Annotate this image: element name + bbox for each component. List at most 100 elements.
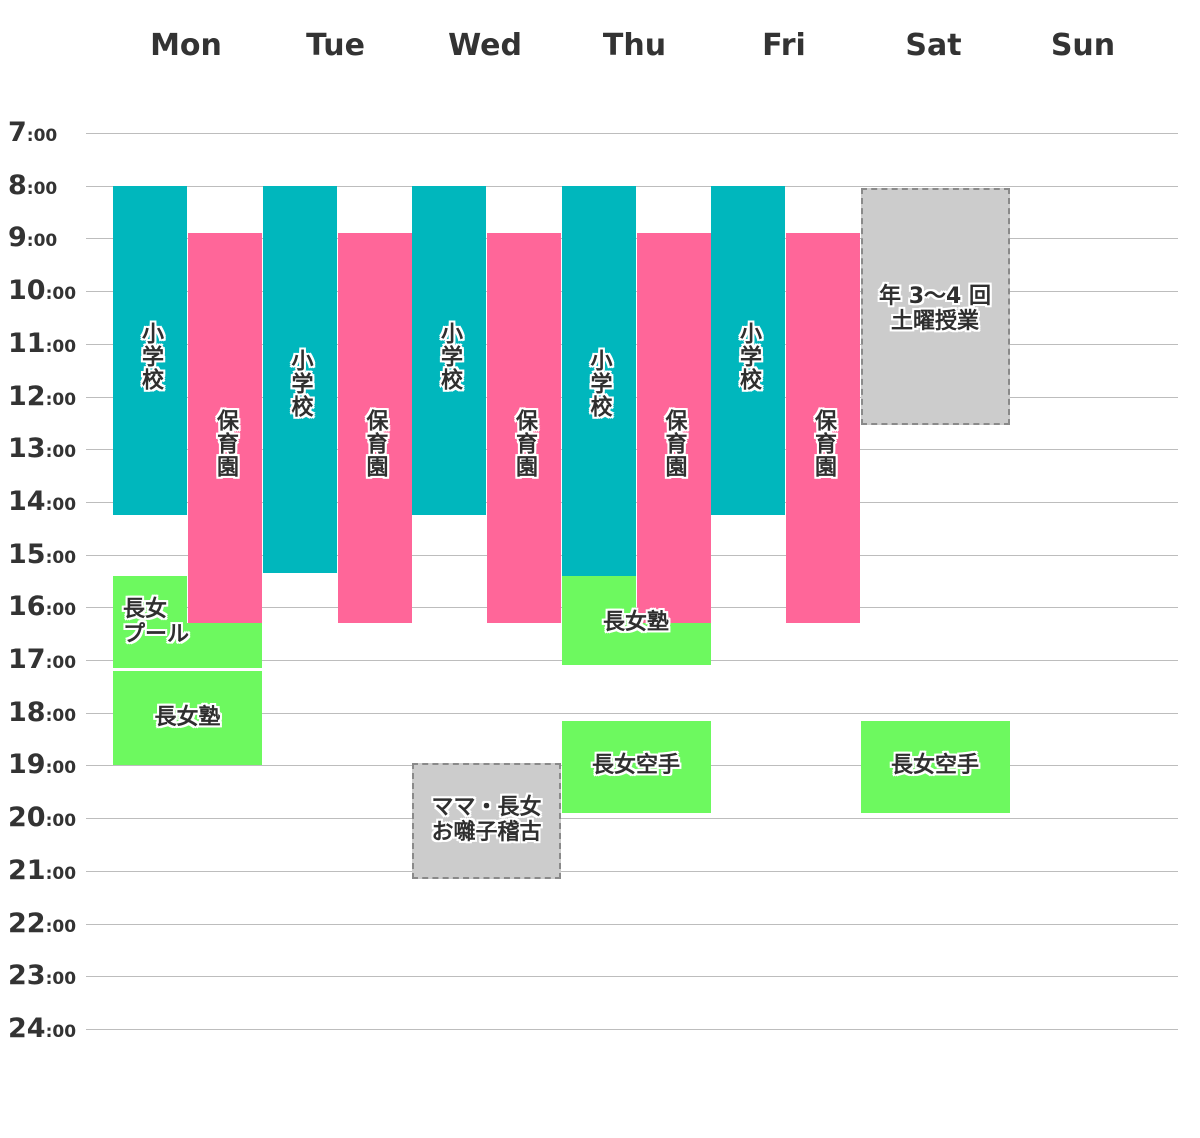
event-label: 小学校 xyxy=(287,348,313,418)
day-header: Sun xyxy=(1050,28,1116,63)
hour-gridline xyxy=(86,976,1178,977)
hour-number: 22 xyxy=(8,908,46,939)
school-block xyxy=(561,185,636,576)
activity-block xyxy=(113,575,187,624)
school-block xyxy=(113,185,187,516)
hour-label: 22:00 xyxy=(8,904,86,944)
event-label: 長女塾 xyxy=(602,609,669,635)
event-label: 小学校 xyxy=(437,322,462,392)
school-block xyxy=(412,185,486,516)
hour-minutes: :00 xyxy=(45,390,77,410)
event-label: 小学校 xyxy=(586,348,612,418)
hour-minutes: :00 xyxy=(45,864,77,884)
hour-label: 17:00 xyxy=(8,640,86,680)
hour-label: 16:00 xyxy=(8,587,86,627)
hour-number: 21 xyxy=(8,855,46,886)
hour-number: 19 xyxy=(8,749,46,780)
hour-minutes: :00 xyxy=(45,495,77,515)
hour-number: 7 xyxy=(8,117,27,148)
nursery-block xyxy=(487,233,561,624)
hour-number: 15 xyxy=(8,539,46,570)
activity-block xyxy=(561,623,711,666)
event-label: 長女空手 xyxy=(890,753,979,779)
nursery-block xyxy=(786,233,860,624)
hour-minutes: :00 xyxy=(45,917,77,937)
hour-number: 10 xyxy=(8,275,46,306)
activity-block xyxy=(561,720,711,813)
hour-label: 20:00 xyxy=(8,798,86,838)
hour-number: 8 xyxy=(8,170,27,201)
hour-minutes: :00 xyxy=(45,811,77,831)
hour-minutes: :00 xyxy=(45,706,77,726)
event-label: 年 3～4 回 土曜授業 xyxy=(879,283,991,334)
hour-number: 17 xyxy=(8,644,46,675)
hour-number: 13 xyxy=(8,433,46,464)
event-label: 小学校 xyxy=(138,322,163,392)
hour-gridline xyxy=(86,871,1178,872)
hour-number: 16 xyxy=(8,591,46,622)
hour-minutes: :00 xyxy=(26,179,58,199)
hour-number: 12 xyxy=(8,381,46,412)
hour-minutes: :00 xyxy=(45,548,77,568)
hour-label: 10:00 xyxy=(8,271,86,311)
hour-label: 18:00 xyxy=(8,693,86,733)
hour-gridline xyxy=(86,924,1178,925)
hour-label: 13:00 xyxy=(8,429,86,469)
event-label: 長女 プール xyxy=(123,597,190,648)
hour-number: 24 xyxy=(8,1013,46,1044)
hour-label: 9:00 xyxy=(8,218,86,258)
hour-number: 14 xyxy=(8,486,46,517)
activity-block xyxy=(860,720,1010,813)
event-label: 保育園 xyxy=(661,409,687,479)
event-label: 保育園 xyxy=(213,409,238,479)
day-header: Wed xyxy=(448,28,522,63)
hour-label: 19:00 xyxy=(8,745,86,785)
event-label: 長女空手 xyxy=(591,753,680,779)
nursery-block xyxy=(337,233,412,624)
nursery-block xyxy=(636,233,711,624)
hour-label: 11:00 xyxy=(8,324,86,364)
nursery-block xyxy=(188,233,262,624)
hour-minutes: :00 xyxy=(45,442,77,462)
hour-label: 24:00 xyxy=(8,1009,86,1049)
hour-number: 20 xyxy=(8,802,46,833)
hour-label: 21:00 xyxy=(8,851,86,891)
hour-label: 7:00 xyxy=(8,113,86,153)
hour-minutes: :00 xyxy=(45,337,77,357)
hour-label: 12:00 xyxy=(8,377,86,417)
hour-label: 15:00 xyxy=(8,535,86,575)
activity-block xyxy=(113,623,262,668)
hour-number: 18 xyxy=(8,697,46,728)
event-label: 長女塾 xyxy=(154,704,221,730)
hour-minutes: :00 xyxy=(45,600,77,620)
hour-label: 23:00 xyxy=(8,956,86,996)
hour-minutes: :00 xyxy=(26,126,58,146)
event-label: 小学校 xyxy=(736,322,761,392)
hour-gridline xyxy=(86,1029,1178,1030)
hour-number: 9 xyxy=(8,222,27,253)
hour-gridline xyxy=(86,713,1178,714)
day-header: Tue xyxy=(306,28,365,63)
other-block xyxy=(412,762,561,879)
day-header: Fri xyxy=(762,28,806,63)
hour-minutes: :00 xyxy=(26,231,58,251)
hour-gridline xyxy=(86,818,1178,819)
hour-minutes: :00 xyxy=(45,653,77,673)
hour-label: 14:00 xyxy=(8,482,86,522)
day-header: Thu xyxy=(602,28,667,63)
school-block xyxy=(262,185,337,574)
event-label: 保育園 xyxy=(811,409,836,479)
hour-gridline xyxy=(86,133,1178,134)
event-label: ママ・長女 お囃子稽古 xyxy=(431,795,542,845)
activity-block xyxy=(113,670,262,766)
hour-number: 11 xyxy=(8,328,46,359)
event-label: 保育園 xyxy=(512,409,537,479)
hour-minutes: :00 xyxy=(45,969,77,989)
hour-minutes: :00 xyxy=(45,1022,77,1042)
day-header: Sat xyxy=(905,28,962,63)
hour-minutes: :00 xyxy=(45,758,77,778)
hour-minutes: :00 xyxy=(45,284,77,304)
hour-label: 8:00 xyxy=(8,166,86,206)
school-block xyxy=(711,185,785,516)
event-label: 保育園 xyxy=(362,409,388,479)
